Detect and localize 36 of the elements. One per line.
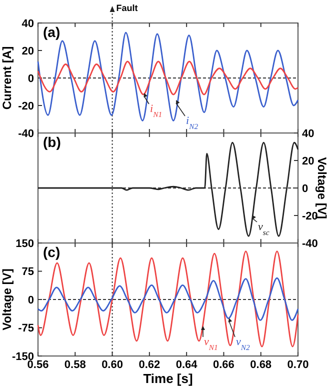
x-tick-label: 0.66: [213, 359, 234, 371]
y2-tick-label: -40: [302, 238, 318, 250]
y2-tick-label: 0: [302, 182, 308, 195]
series-label: i$_{N2}$: [186, 115, 198, 130]
y-tick-label: -75: [18, 322, 34, 335]
y-tick-label: 0: [28, 72, 34, 85]
y-axis-title: Current [A]: [0, 46, 14, 110]
x-tick-label: 0.70: [287, 359, 309, 371]
y2-tick-label: 20: [302, 155, 314, 168]
line-series: [37, 277, 299, 321]
series-label: i$_{N1}$: [150, 103, 162, 118]
y-tick-label: 40: [22, 18, 34, 30]
y2-tick-label: 40: [302, 128, 314, 140]
y-tick-label: 150: [16, 238, 34, 250]
x-axis-title: Time [s]: [143, 371, 193, 386]
x-tick-label: 0.62: [138, 359, 160, 371]
chart-title: (c): [43, 244, 60, 260]
x-tick-label: 0.68: [250, 359, 272, 371]
y-axis-title: Voltage [V]: [0, 268, 14, 330]
series-label: v$_{N1}$: [204, 336, 218, 352]
y2-axis-title: Voltage [V]: [315, 157, 328, 219]
y-tick-label: 0: [28, 294, 34, 306]
chart-title: (b): [43, 134, 61, 150]
chart-title: (a): [43, 24, 60, 40]
y-tick-label: 20: [22, 45, 34, 58]
ref-line-label: Fault: [116, 3, 138, 13]
y-tick-label: -40: [18, 128, 34, 140]
x-tick-label: 0.60: [102, 359, 123, 371]
y2-tick-label: -20: [302, 210, 318, 222]
x-tick-label: 0.64: [176, 359, 198, 371]
series-label: v$_{N2}$: [236, 336, 250, 352]
x-tick-label: 0.58: [64, 359, 86, 371]
x-tick-label: 0.56: [27, 359, 49, 371]
y-tick-label: -20: [18, 100, 34, 112]
y-tick-label: 75: [22, 266, 34, 278]
legend-label: v$_{sc}$: [258, 221, 270, 236]
